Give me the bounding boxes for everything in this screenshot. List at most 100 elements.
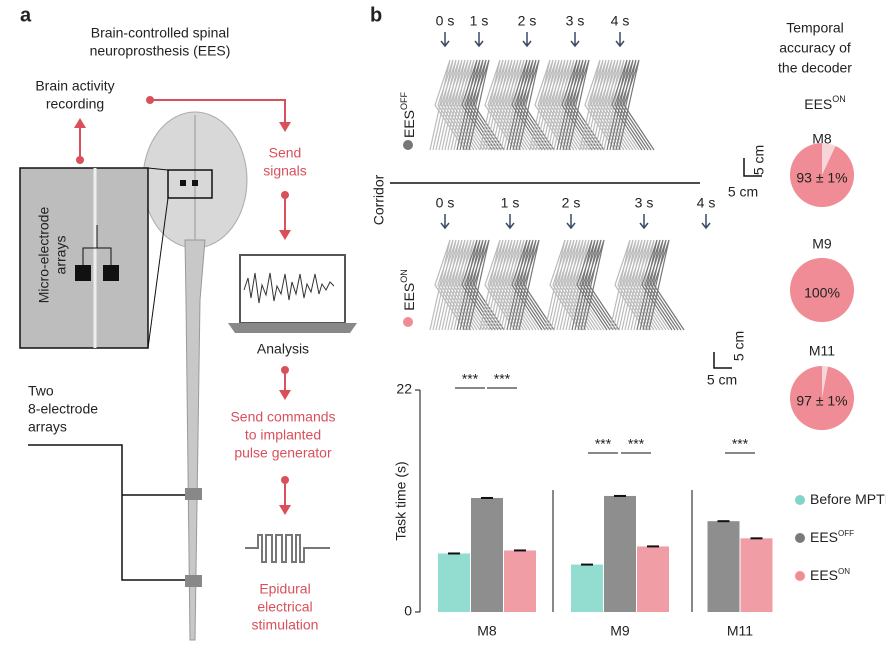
y-axis-label: Task time (s) — [393, 461, 409, 540]
time-label: 2 s — [562, 195, 581, 211]
trajectory — [577, 239, 614, 331]
trajectory — [515, 239, 552, 331]
x-tick-label: M11 — [727, 623, 753, 639]
trajectory — [648, 239, 685, 331]
title-line: neuroprosthesis (EES) — [90, 43, 231, 59]
label: to implanted — [245, 427, 321, 443]
legend-swatch — [795, 571, 805, 581]
legend-name: Before MPTP — [810, 491, 886, 507]
trajectory — [509, 59, 546, 151]
legend-label: Before MPTP — [810, 491, 886, 507]
trajectory — [556, 59, 593, 151]
bar — [604, 495, 636, 612]
trajectory — [571, 239, 608, 331]
label: arrays — [28, 419, 67, 435]
trajectory — [518, 239, 555, 331]
label: Two — [28, 383, 54, 399]
label: the decoder — [778, 60, 852, 76]
bar — [571, 564, 603, 612]
trajectory — [636, 239, 673, 331]
label: Send — [269, 145, 302, 161]
title-line: Brain-controlled spinal — [91, 25, 230, 41]
time-arrow — [639, 214, 649, 230]
trajectory — [580, 239, 617, 331]
label: Send commands — [230, 409, 335, 425]
label: Micro-electrode — [36, 207, 52, 304]
trajectory — [459, 239, 496, 331]
bar — [707, 521, 740, 612]
trajectory — [562, 59, 599, 151]
significance: *** — [595, 436, 612, 452]
time-arrow — [615, 32, 625, 48]
trajectory — [462, 239, 499, 331]
scale-label: 5 cm — [751, 145, 767, 175]
label: Corridor — [371, 174, 387, 225]
trajectory — [468, 239, 505, 331]
trajectory — [465, 59, 502, 151]
marker — [403, 317, 413, 327]
pie-slice — [790, 258, 854, 322]
bar — [438, 553, 470, 612]
x-tick-label: M9 — [610, 623, 630, 639]
trajectory — [642, 239, 679, 331]
panel-letter: b — [370, 4, 382, 26]
time-label: 1 s — [501, 195, 520, 211]
legend-name: EES — [810, 567, 838, 583]
label: Epidural — [259, 581, 310, 597]
trajectory — [506, 239, 543, 331]
trajectory — [509, 239, 546, 331]
pie-value-label: 100% — [804, 285, 840, 301]
time-arrow — [522, 32, 532, 48]
time-label: 3 s — [635, 195, 654, 211]
trajectory — [583, 239, 620, 331]
trajectory — [459, 59, 496, 151]
label: stimulation — [252, 617, 319, 633]
time-arrow — [505, 214, 515, 230]
label: signals — [263, 163, 307, 179]
significance: *** — [494, 371, 511, 387]
trajectory — [645, 239, 682, 331]
marker — [403, 140, 413, 150]
trajectory — [465, 239, 502, 331]
pie-value-label: 97 ± 1% — [796, 393, 847, 409]
trajectory — [512, 59, 549, 151]
trajectory — [515, 59, 552, 151]
label: pulse generator — [234, 445, 332, 461]
legend-label: EESON — [810, 567, 850, 583]
bar — [471, 497, 503, 612]
label: Analysis — [257, 341, 309, 357]
trajectory — [615, 59, 652, 151]
trajectory — [612, 59, 649, 151]
label: accuracy of — [779, 40, 851, 56]
label: electrical — [257, 599, 312, 615]
time-label: 4 s — [697, 195, 716, 211]
trajectory — [456, 239, 493, 331]
scale-label: 5 cm — [707, 372, 737, 388]
legend-name: EES — [810, 529, 838, 545]
trajectory — [574, 239, 611, 331]
bar — [740, 538, 773, 612]
label: recording — [46, 96, 104, 112]
trajectory — [568, 59, 605, 151]
time-arrow — [440, 214, 450, 230]
pie-slice — [790, 143, 855, 208]
trajectory — [618, 59, 655, 151]
y-tick-label: 0 — [404, 603, 412, 619]
pie-title: M9 — [812, 236, 832, 252]
label: arrays — [53, 236, 69, 275]
scale-label: 5 cm — [731, 331, 747, 361]
legend-swatch — [795, 533, 805, 543]
time-arrow — [474, 32, 484, 48]
panel-letter: a — [20, 4, 32, 26]
label: EESON — [804, 94, 846, 111]
trajectory — [456, 59, 493, 151]
time-label: 0 s — [436, 195, 455, 211]
time-label: 0 s — [436, 13, 455, 29]
label: Temporal — [786, 20, 844, 36]
trajectory — [468, 59, 505, 151]
y-tick-label: 22 — [396, 381, 412, 397]
time-arrow — [566, 214, 576, 230]
pie-value-label: 93 ± 1% — [796, 170, 847, 186]
trajectory — [565, 59, 602, 151]
